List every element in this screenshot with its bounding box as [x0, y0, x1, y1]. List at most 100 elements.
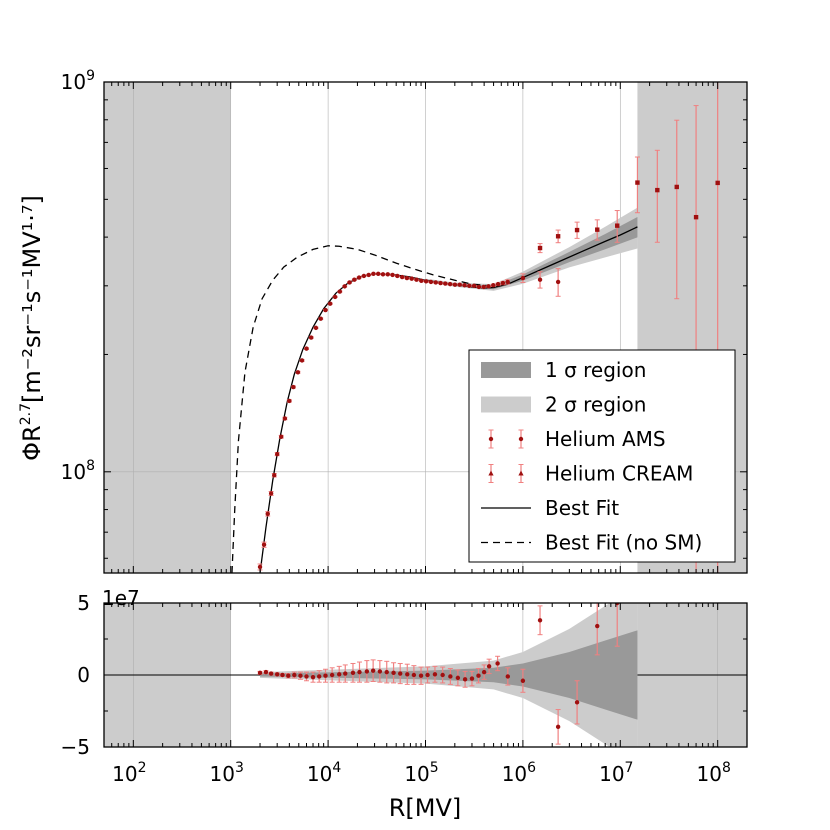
- ams-point-26: [370, 271, 376, 277]
- ams-point-44-marker: [457, 282, 462, 287]
- cream-point-5: [634, 156, 640, 214]
- legend-label-0: 1 σ region: [545, 358, 646, 382]
- legend-label-2: Helium AMS: [545, 427, 666, 451]
- legend-label-5: Best Fit (no SM): [545, 531, 702, 555]
- ams-point-51-marker: [491, 283, 496, 288]
- res-cream-point-2-marker: [574, 700, 580, 705]
- res-ams-point-29: [447, 668, 453, 685]
- res-ams-point-12-marker: [329, 672, 335, 678]
- res-cream-point-6-marker: [520, 678, 526, 683]
- ams-point-10: [295, 370, 301, 375]
- ams-point-24: [361, 273, 367, 279]
- ams-point-37-marker: [423, 279, 429, 284]
- ams-point-15-marker: [318, 316, 323, 321]
- ams-point-29-marker: [385, 272, 390, 277]
- res-ams-point-18-marker: [370, 668, 376, 673]
- res-ams-point-8-marker: [304, 674, 309, 679]
- y-axis-title-main: ΦR: [18, 425, 46, 461]
- legend-entry-4: Best Fit: [481, 496, 619, 520]
- ams-point-22: [351, 277, 357, 282]
- ams-point-47: [471, 283, 477, 289]
- cream-point-3: [594, 219, 600, 241]
- res-ams-point-9: [310, 671, 316, 683]
- legend-label-4: Best Fit: [545, 496, 619, 520]
- ams-point-39-marker: [433, 280, 438, 285]
- res-cream-point-1-marker: [555, 724, 561, 730]
- res-cream-point-2: [574, 680, 580, 725]
- x-tick-label-6: 106: [502, 760, 536, 786]
- res-ams-point-6-marker: [292, 672, 297, 678]
- ams-point-19-marker: [337, 289, 343, 294]
- cream-point-0-marker: [537, 245, 543, 251]
- ams-point-56: [537, 271, 543, 289]
- cream-point-7-marker: [674, 184, 679, 190]
- ams-point-18-marker: [332, 294, 338, 300]
- res-ams-point-35: [486, 658, 492, 675]
- legend-entry-0: 1 σ region: [481, 358, 646, 382]
- cream-point-7: [674, 119, 680, 300]
- ams-point-5: [274, 451, 280, 457]
- ams-point-13: [308, 335, 314, 340]
- res-ams-point-2: [268, 671, 274, 676]
- y-axis-title-exp: 2.7: [18, 403, 34, 425]
- x-tick-label-2-exp: 2: [138, 760, 147, 776]
- x-tick-label-5-base: 10: [404, 762, 429, 786]
- ams-point-20: [342, 284, 348, 289]
- cream-point-0: [537, 243, 543, 254]
- res-ams-point-10-marker: [316, 674, 322, 679]
- ams-point-46: [466, 283, 472, 289]
- legend-swatch-1sigma: [481, 362, 531, 378]
- ams-point-8: [286, 398, 292, 404]
- ams-point-45: [462, 283, 468, 288]
- ams-point-1-marker: [261, 542, 267, 547]
- ams-point-24-marker: [361, 273, 367, 279]
- ams-point-0-marker: [257, 564, 263, 570]
- res-cream-point-6: [520, 668, 526, 693]
- ams-point-15: [318, 316, 324, 321]
- ams-point-43: [452, 282, 458, 287]
- x-axis-title: R[MV]: [389, 794, 462, 822]
- ams-point-38-marker: [428, 279, 434, 285]
- ams-point-0: [257, 563, 263, 571]
- ams-point-20-marker: [342, 284, 347, 289]
- ams-point-11-marker: [299, 358, 305, 363]
- ams-point-2: [265, 511, 271, 517]
- ams-point-39: [433, 280, 439, 285]
- legend-entry-5: Best Fit (no SM): [481, 531, 702, 555]
- res-ams-point-17: [364, 660, 370, 683]
- y-tick-label-res-0: 5: [77, 591, 90, 615]
- legend-marker-3-0: [488, 470, 494, 476]
- ams-point-41-marker: [443, 281, 448, 286]
- res-ams-point-26: [425, 666, 431, 684]
- ams-point-48: [476, 284, 482, 290]
- ams-point-52-marker: [495, 281, 501, 287]
- ams-point-3: [268, 491, 274, 496]
- residual-multiplier: 1e7: [102, 586, 140, 610]
- ams-point-25: [366, 272, 372, 278]
- y-tick-label-main-8-exp: 8: [86, 458, 95, 474]
- ams-point-38: [428, 279, 434, 285]
- res-cream-point-5-marker: [505, 674, 511, 679]
- ams-point-17-marker: [327, 301, 333, 306]
- ams-point-32-marker: [399, 274, 405, 280]
- ams-point-34: [409, 276, 415, 281]
- ams-point-16: [322, 307, 328, 313]
- ams-point-47-marker: [471, 283, 477, 289]
- ams-point-14: [313, 325, 319, 331]
- y-tick-label-res-1: 0: [77, 663, 90, 687]
- legend-marker-2-1: [518, 436, 524, 442]
- res-ams-point-34: [481, 664, 487, 680]
- y-tick-label-main-8: 108: [61, 458, 95, 484]
- ams-point-31-marker: [395, 273, 400, 279]
- ams-point-5-marker: [274, 451, 280, 457]
- res-ams-point-1: [263, 669, 269, 675]
- cream-point-6-marker: [655, 187, 660, 193]
- res-ams-point-18: [370, 659, 376, 682]
- ams-point-6: [278, 434, 284, 439]
- x-tick-label-3: 103: [210, 760, 244, 786]
- legend-entry-1: 2 σ region: [481, 393, 646, 417]
- cream-point-6: [654, 149, 660, 243]
- res-ams-point-10: [316, 670, 322, 683]
- ams-point-36-marker: [419, 278, 424, 284]
- x-tick-label-8-exp: 8: [722, 760, 731, 776]
